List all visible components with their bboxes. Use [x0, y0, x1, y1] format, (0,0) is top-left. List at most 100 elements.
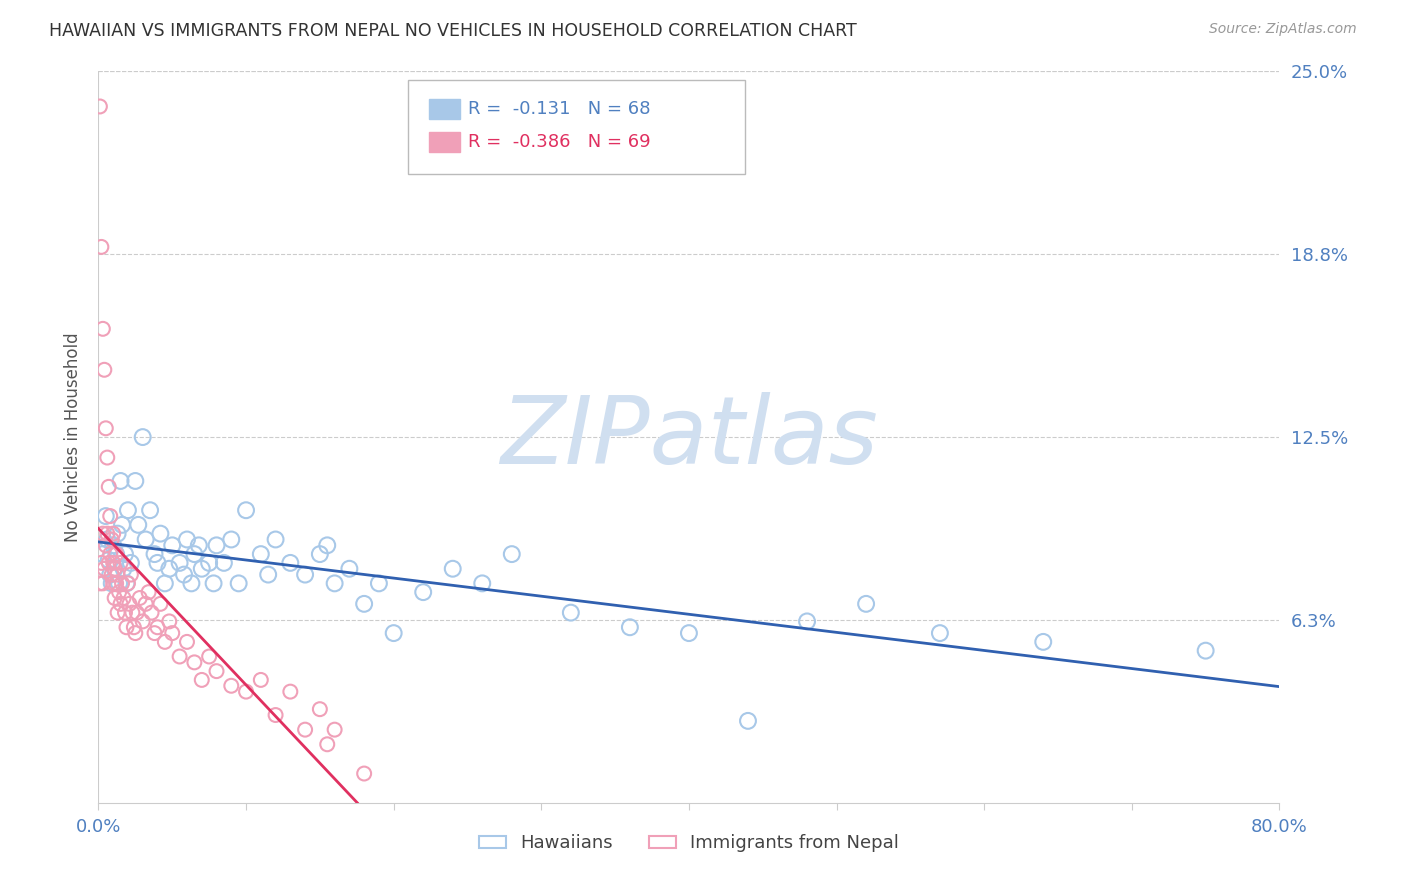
Text: R =  -0.386   N = 69: R = -0.386 N = 69 — [468, 133, 651, 151]
Point — [98, 509, 121, 524]
Point — [114, 547, 136, 561]
Point — [132, 430, 155, 444]
Point — [198, 649, 221, 664]
Point — [90, 556, 112, 570]
Point — [183, 656, 205, 670]
Point — [115, 576, 138, 591]
Point — [294, 567, 316, 582]
Point — [212, 556, 235, 570]
Point — [316, 737, 339, 751]
Point — [153, 635, 176, 649]
Point — [149, 597, 172, 611]
Point — [97, 556, 120, 570]
Point — [112, 591, 135, 605]
Point — [250, 673, 273, 687]
Point — [191, 562, 214, 576]
Point — [138, 585, 160, 599]
Point — [98, 567, 121, 582]
Point — [141, 606, 163, 620]
Point — [110, 597, 132, 611]
Point — [111, 517, 134, 532]
Text: HAWAIIAN VS IMMIGRANTS FROM NEPAL NO VEHICLES IN HOUSEHOLD CORRELATION CHART: HAWAIIAN VS IMMIGRANTS FROM NEPAL NO VEH… — [49, 22, 858, 40]
Point — [94, 421, 117, 435]
Point — [89, 576, 111, 591]
Point — [93, 562, 115, 576]
Point — [110, 474, 132, 488]
Point — [560, 606, 582, 620]
Point — [103, 538, 125, 552]
Point — [125, 606, 148, 620]
Point — [97, 553, 120, 567]
Point — [202, 576, 225, 591]
Text: ZIPatlas: ZIPatlas — [501, 392, 877, 483]
Point — [124, 626, 146, 640]
Point — [104, 562, 127, 576]
Point — [264, 708, 287, 723]
Point — [235, 503, 257, 517]
Point — [94, 509, 117, 524]
Point — [250, 547, 273, 561]
Point — [339, 562, 361, 576]
Point — [121, 606, 143, 620]
Point — [353, 597, 375, 611]
Point — [139, 503, 162, 517]
Point — [162, 626, 183, 640]
Point — [257, 567, 280, 582]
Point — [323, 576, 346, 591]
Point — [280, 684, 302, 698]
Point — [89, 99, 111, 113]
Point — [93, 363, 115, 377]
Text: R =  -0.131   N = 68: R = -0.131 N = 68 — [468, 100, 651, 118]
Point — [105, 576, 128, 591]
Point — [316, 538, 339, 552]
Point — [501, 547, 523, 561]
Point — [96, 533, 118, 547]
Y-axis label: No Vehicles in Household: No Vehicles in Household — [63, 332, 82, 542]
Point — [143, 547, 166, 561]
Point — [115, 620, 138, 634]
Point — [107, 526, 129, 541]
Point — [176, 533, 198, 547]
Point — [122, 620, 145, 634]
Point — [149, 526, 172, 541]
Point — [323, 723, 346, 737]
Point — [173, 567, 195, 582]
Point — [183, 547, 205, 561]
Point — [91, 526, 114, 541]
Point — [91, 576, 114, 591]
Point — [198, 556, 221, 570]
Point — [117, 576, 139, 591]
Point — [112, 562, 135, 576]
Point — [143, 626, 166, 640]
Point — [118, 597, 141, 611]
Point — [100, 567, 122, 582]
Point — [127, 517, 149, 532]
Point — [110, 556, 132, 570]
Point — [737, 714, 759, 728]
Point — [103, 526, 125, 541]
Point — [205, 664, 228, 678]
Point — [98, 547, 121, 561]
Point — [1195, 643, 1218, 657]
Point — [796, 615, 818, 629]
Point — [103, 556, 125, 570]
Point — [100, 533, 122, 547]
Point — [309, 547, 332, 561]
Point — [441, 562, 464, 576]
Point — [128, 591, 150, 605]
Point — [104, 591, 127, 605]
Point — [169, 649, 191, 664]
Point — [108, 576, 131, 591]
Point — [105, 547, 128, 561]
Point — [176, 635, 198, 649]
Point — [120, 556, 142, 570]
Point — [205, 538, 228, 552]
Point — [1032, 635, 1054, 649]
Point — [111, 576, 134, 591]
Point — [235, 684, 257, 698]
Point — [187, 538, 209, 552]
Point — [146, 556, 169, 570]
Point — [108, 585, 131, 599]
Point — [855, 597, 877, 611]
Point — [264, 533, 287, 547]
